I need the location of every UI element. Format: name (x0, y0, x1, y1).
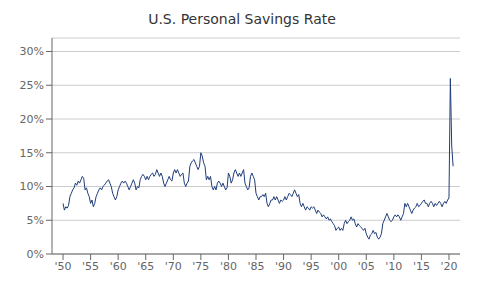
svg-text:'85: '85 (247, 260, 264, 273)
svg-text:'10: '10 (385, 260, 402, 273)
svg-text:15%: 15% (20, 147, 44, 160)
svg-text:'50: '50 (55, 260, 72, 273)
svg-text:'75: '75 (192, 260, 209, 273)
svg-text:'20: '20 (440, 260, 457, 273)
svg-text:5%: 5% (27, 214, 44, 227)
svg-text:30%: 30% (20, 45, 44, 58)
svg-text:'90: '90 (275, 260, 292, 273)
svg-text:'60: '60 (110, 260, 127, 273)
svg-text:'95: '95 (303, 260, 320, 273)
html-text:U.S. Personal Savings Rate: U.S. Personal Savings Rate (148, 11, 336, 27)
svg-text:0%: 0% (27, 248, 44, 261)
svg-text:'15: '15 (413, 260, 430, 273)
svg-text:'00: '00 (330, 260, 347, 273)
svg-text:20%: 20% (20, 113, 44, 126)
svg-text:'55: '55 (82, 260, 99, 273)
svg-text:'70: '70 (165, 260, 182, 273)
svg-text:'80: '80 (220, 260, 237, 273)
svg-text:10%: 10% (20, 180, 44, 193)
svg-text:25%: 25% (20, 79, 44, 92)
svg-text:'05: '05 (358, 260, 375, 273)
svg-text:'65: '65 (137, 260, 154, 273)
